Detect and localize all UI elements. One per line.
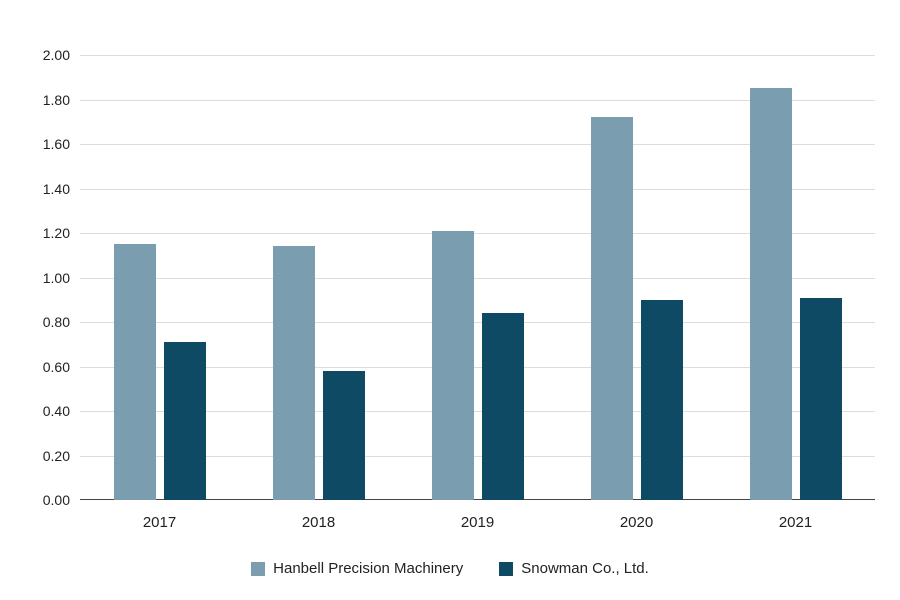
y-tick-label: 0.00 bbox=[43, 492, 80, 508]
y-tick-label: 2.00 bbox=[43, 47, 80, 63]
bar bbox=[273, 246, 315, 500]
bar bbox=[164, 342, 206, 500]
bar bbox=[323, 371, 365, 500]
legend-swatch bbox=[499, 562, 513, 576]
x-tick-label: 2019 bbox=[398, 500, 557, 531]
x-tick-label: 2017 bbox=[80, 500, 239, 531]
y-tick-label: 0.40 bbox=[43, 403, 80, 419]
legend: Hanbell Precision Machinery Snowman Co., … bbox=[0, 560, 900, 581]
y-tick-label: 0.80 bbox=[43, 314, 80, 330]
chart-container: 0.00 0.20 0.40 0.60 0.80 1.00 1.20 1.40 1.60 1.80… bbox=[0, 0, 900, 600]
bar-group: 2018 bbox=[273, 55, 365, 500]
x-tick-label: 2018 bbox=[239, 500, 398, 531]
bar bbox=[482, 313, 524, 500]
legend-swatch bbox=[251, 562, 265, 576]
y-tick-label: 1.00 bbox=[43, 270, 80, 286]
bar-group: 2021 bbox=[750, 55, 842, 500]
y-tick-label: 0.20 bbox=[43, 448, 80, 464]
bar bbox=[114, 244, 156, 500]
legend-label: Snowman Co., Ltd. bbox=[521, 560, 649, 577]
legend-item: Snowman Co., Ltd. bbox=[499, 560, 649, 577]
legend-item: Hanbell Precision Machinery bbox=[251, 560, 463, 577]
x-tick-label: 2020 bbox=[557, 500, 716, 531]
legend-label: Hanbell Precision Machinery bbox=[273, 560, 463, 577]
y-tick-label: 0.60 bbox=[43, 359, 80, 375]
bar-group: 2017 bbox=[114, 55, 206, 500]
y-tick-label: 1.60 bbox=[43, 136, 80, 152]
bar bbox=[641, 300, 683, 500]
plot-area: 0.000.200.400.600.801.001.201.401.601.80… bbox=[80, 55, 875, 500]
y-tick-label: 1.40 bbox=[43, 181, 80, 197]
bar-group: 2020 bbox=[591, 55, 683, 500]
bar bbox=[800, 298, 842, 500]
y-tick-label: 1.80 bbox=[43, 92, 80, 108]
bar bbox=[750, 88, 792, 500]
bar-group: 2019 bbox=[432, 55, 524, 500]
bar bbox=[591, 117, 633, 500]
bar bbox=[432, 231, 474, 500]
y-tick-label: 1.20 bbox=[43, 225, 80, 241]
x-tick-label: 2021 bbox=[716, 500, 875, 531]
